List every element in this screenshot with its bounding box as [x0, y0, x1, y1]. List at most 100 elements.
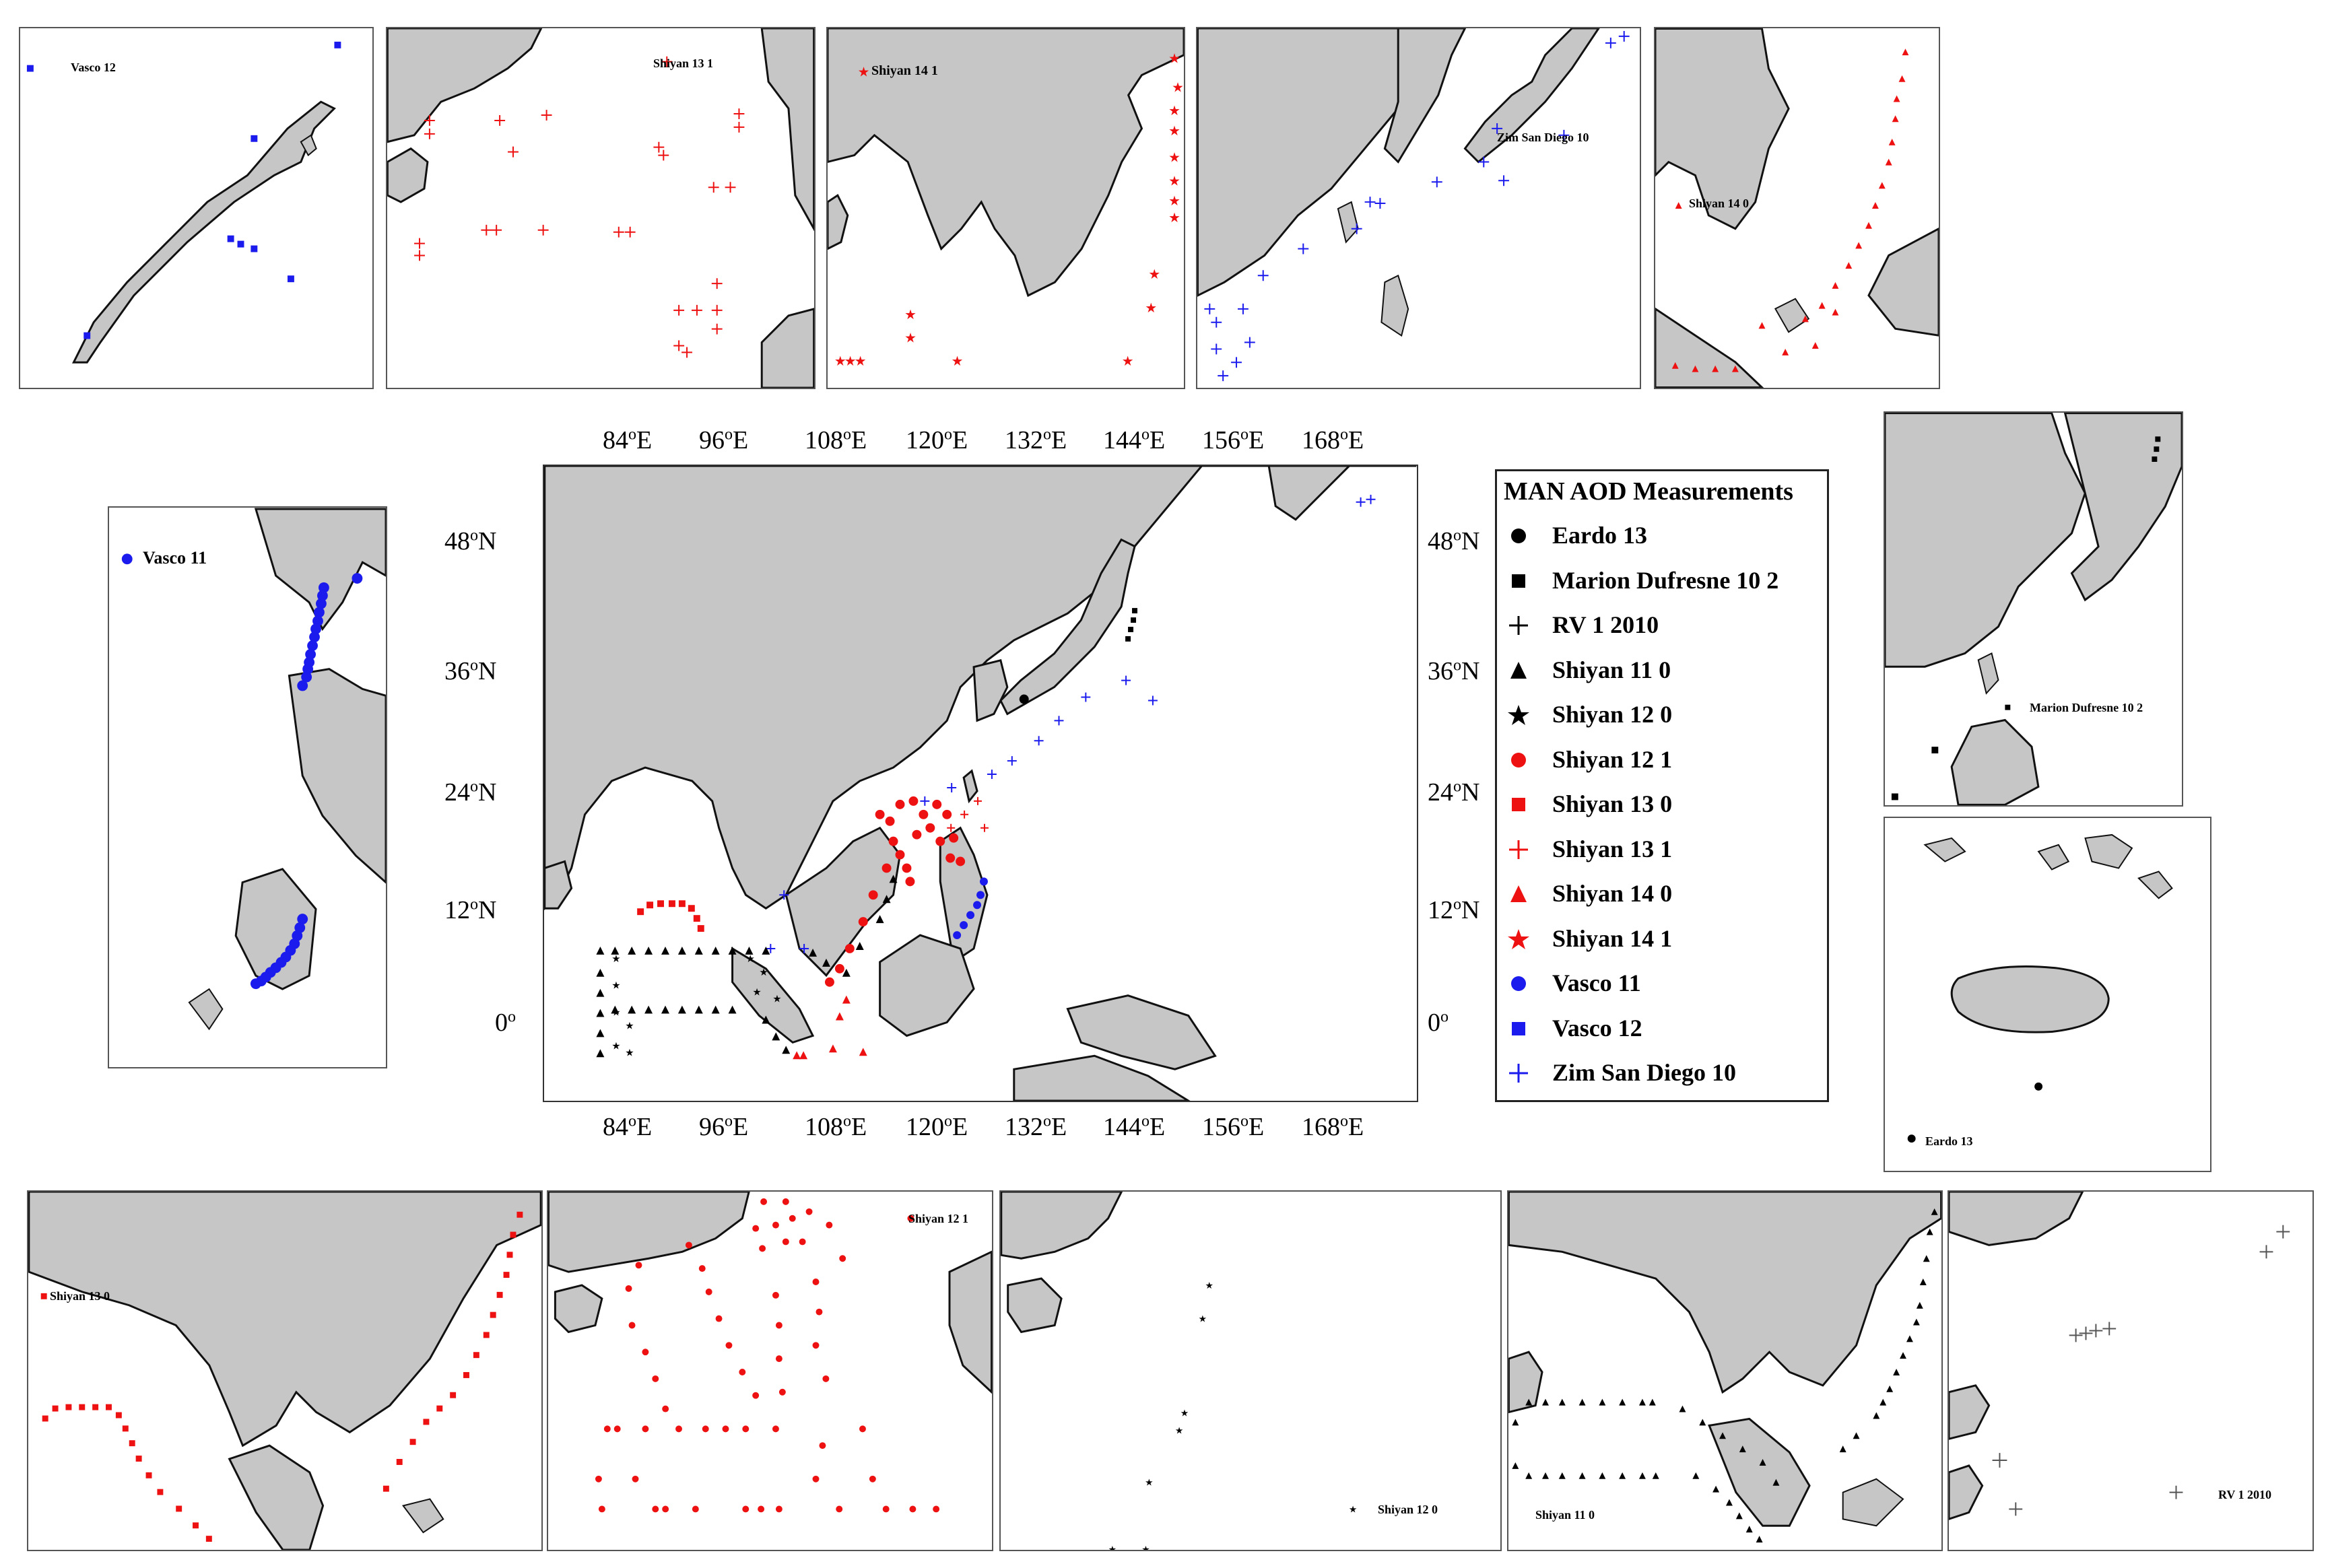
- legend-marker-star-icon: [1508, 928, 1529, 949]
- inset-rv-1-2010: RV 1 2010: [1948, 1190, 2314, 1551]
- svg-text:★: ★: [1108, 1544, 1117, 1550]
- legend-marker-circle-icon: [1511, 752, 1526, 768]
- legend-item-label: Shiyan 14 0: [1552, 880, 1673, 907]
- svg-text:★: ★: [1205, 1281, 1213, 1291]
- svg-text:★: ★: [759, 966, 768, 978]
- lat-tick-left-48: 48oN: [444, 526, 497, 555]
- inset-eardo-13: Eardo 13: [1884, 817, 2211, 1172]
- inset-shiyan-14-0: Shiyan 14 0: [1654, 27, 1940, 389]
- legend-item-label: Shiyan 12 0: [1552, 701, 1673, 728]
- lon-tick-top-120: 120oE: [906, 425, 968, 454]
- lon-tick-top-84: 84oE: [603, 425, 653, 454]
- svg-text:★: ★: [844, 353, 857, 369]
- lon-tick-bottom-120: 120oE: [906, 1112, 968, 1141]
- inset-shiyan-11-0-map: [1508, 1192, 1941, 1543]
- legend-item-label: Eardo 13: [1552, 522, 1648, 549]
- inset-shiyan-12-1-label: Shiyan 12 1: [908, 1212, 969, 1225]
- inset-rv-label: RV 1 2010: [2218, 1488, 2272, 1501]
- svg-text:★: ★: [1141, 1544, 1150, 1550]
- svg-text:★: ★: [834, 353, 846, 369]
- legend-marker-plus-icon: [1509, 616, 1528, 635]
- lon-tick-top-144: 144oE: [1103, 425, 1166, 454]
- legend-item: Shiyan 11 0: [1505, 652, 1828, 692]
- svg-text:★: ★: [625, 1046, 634, 1058]
- lat-tick-right-12: 12oN: [1428, 895, 1480, 924]
- legend-marker-triangle-icon: [1510, 661, 1527, 679]
- svg-text:★: ★: [1168, 193, 1180, 209]
- legend-item: RV 1 2010: [1505, 607, 1828, 647]
- legend-item: Zim San Diego 10: [1505, 1054, 1828, 1095]
- lon-tick-bottom-156: 156oE: [1202, 1112, 1265, 1141]
- inset-vasco-12-map: [26, 41, 341, 364]
- legend-item-label: Shiyan 14 1: [1552, 924, 1673, 952]
- legend-marker-star-icon: [1508, 705, 1529, 725]
- inset-shiyan-12-0-map: ★ ★ ★ ★ ★ ★ ★ ★: [1001, 1192, 1357, 1550]
- legend-marker-plus-icon: [1509, 840, 1528, 859]
- inset-vasco-12: Vasco 12: [19, 27, 374, 389]
- legend-item: Shiyan 14 0: [1505, 875, 1828, 916]
- svg-text:★: ★: [1199, 1314, 1207, 1325]
- sri-lanka: [544, 860, 573, 910]
- legend-marker-square-icon: [1512, 1021, 1525, 1035]
- inset-shiyan-13-1-label: Shiyan 13 1: [653, 57, 714, 70]
- inset-shiyan-14-1-label: Shiyan 14 1: [871, 63, 938, 78]
- legend-marker-square-icon: [1512, 574, 1525, 588]
- legend-title: MAN AOD Measurements: [1504, 477, 1793, 506]
- inset-vasco-11-map: [121, 508, 386, 1031]
- svg-text:★: ★: [904, 307, 917, 322]
- legend-item: Vasco 11: [1505, 965, 1828, 1005]
- inset-shiyan-12-1-map: [548, 1192, 992, 1513]
- lon-tick-bottom-96: 96oE: [699, 1112, 749, 1141]
- lon-tick-bottom-144: 144oE: [1103, 1112, 1166, 1141]
- legend-item: Shiyan 12 0: [1505, 696, 1828, 737]
- lon-tick-bottom-108: 108oE: [805, 1112, 867, 1141]
- inset-eardo-label: Eardo 13: [1925, 1134, 1973, 1148]
- svg-text:★: ★: [1349, 1504, 1357, 1515]
- taiwan: [962, 769, 978, 804]
- lat-tick-right-36: 36oN: [1428, 656, 1480, 685]
- lat-tick-right-0: 0o: [1428, 1008, 1449, 1037]
- kamchatka: [1267, 466, 1351, 521]
- legend-marker-triangle-icon: [1510, 885, 1527, 902]
- lon-tick-bottom-168: 168oE: [1302, 1112, 1364, 1141]
- inset-shiyan-12-0: ★ ★ ★ ★ ★ ★ ★ ★ Shiyan 12 0: [999, 1190, 1502, 1551]
- svg-text:★: ★: [1122, 353, 1134, 369]
- korea: [972, 658, 1009, 722]
- legend-item-label: Zim San Diego 10: [1552, 1059, 1737, 1086]
- main-map-canvas: ★ ★ ★ ★ ★ ★ ★ ★ ★ ★: [544, 466, 1417, 1101]
- svg-text:★: ★: [611, 1007, 620, 1019]
- borneo: [879, 934, 975, 1037]
- svg-text:★: ★: [1175, 1425, 1183, 1436]
- legend-item-label: Vasco 12: [1552, 1014, 1642, 1042]
- legend-item: Shiyan 12 1: [1505, 741, 1828, 782]
- legend-item: Shiyan 13 0: [1505, 786, 1828, 826]
- legend-item-label: Marion Dufresne 10 2: [1552, 566, 1779, 594]
- svg-text:★: ★: [1168, 210, 1180, 226]
- lon-tick-top-156: 156oE: [1202, 425, 1265, 454]
- svg-text:★: ★: [772, 993, 781, 1005]
- inset-shiyan-14-1-map: ★ ★★★ ★★★ ★★ ★★★ ★★★ ★★★: [828, 28, 1184, 369]
- legend-item: Shiyan 14 1: [1505, 920, 1828, 961]
- svg-text:★: ★: [1168, 173, 1180, 189]
- lat-tick-left-36: 36oN: [444, 656, 497, 685]
- inset-zim-san-diego-10-map: [1197, 28, 1630, 382]
- svg-text:★: ★: [611, 1039, 620, 1052]
- inset-shiyan-13-0-map: [28, 1192, 541, 1550]
- legend-marker-plus-icon: [1509, 1064, 1528, 1083]
- legend-item-label: Vasco 11: [1552, 969, 1641, 996]
- inset-vasco-11-label: Vasco 11: [143, 548, 207, 568]
- inset-shiyan-14-0-map: [1655, 28, 1939, 388]
- svg-text:★: ★: [1145, 1478, 1153, 1489]
- legend-marker-square-icon: [1512, 798, 1525, 811]
- new-guinea: [1066, 994, 1217, 1070]
- inset-shiyan-11-0: Shiyan 11 0: [1507, 1190, 1943, 1551]
- inset-vasco-11: Vasco 11: [108, 506, 387, 1068]
- inset-marion-dufresne: Marion Dufresne 10 2: [1884, 411, 2183, 807]
- legend-item-label: Shiyan 12 1: [1552, 745, 1673, 773]
- svg-text:★: ★: [752, 986, 761, 998]
- lat-tick-left-0: 0o: [495, 1008, 516, 1037]
- svg-text:★: ★: [745, 953, 754, 965]
- main-map: ★ ★ ★ ★ ★ ★ ★ ★ ★ ★: [543, 465, 1418, 1102]
- inset-shiyan-14-0-label: Shiyan 14 0: [1689, 197, 1750, 210]
- svg-text:★: ★: [1168, 123, 1180, 139]
